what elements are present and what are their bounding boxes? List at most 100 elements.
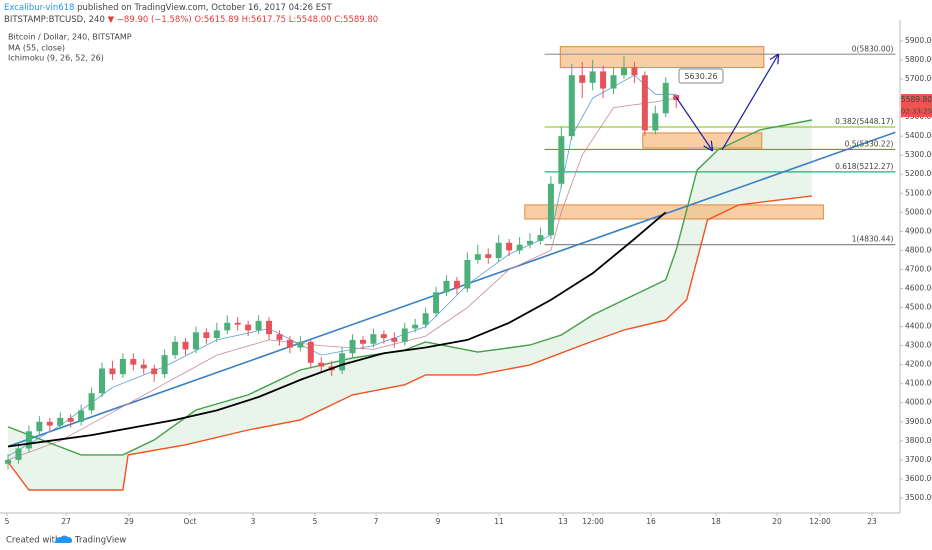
ichimoku-line <box>7 195 812 491</box>
logo <box>55 535 72 543</box>
candle-body <box>401 328 408 342</box>
candle-body <box>245 324 252 331</box>
candle-body <box>391 338 398 342</box>
fib-label: 0(5830.00) <box>852 44 894 53</box>
candle-body <box>255 320 262 331</box>
candle-body <box>579 75 586 83</box>
candle-body <box>36 421 43 432</box>
candle-body <box>339 353 346 371</box>
candle-body <box>140 364 147 369</box>
candle-body <box>433 292 440 314</box>
candle-body <box>172 341 179 356</box>
x-tick-label: 12:00 <box>582 517 604 526</box>
candle-body <box>286 339 293 348</box>
y-tick-label: 3800.00 <box>905 436 932 445</box>
fib-label: 1(4830.44) <box>852 235 894 244</box>
plot <box>5 46 896 491</box>
candle-body <box>547 183 554 236</box>
ma-legend: MA (55, close) <box>8 44 65 53</box>
candle-body <box>88 393 95 411</box>
y-tick-label: 4200.00 <box>905 360 932 369</box>
candle-body <box>182 341 189 350</box>
candle-body <box>307 341 314 363</box>
fib-label: 0.5(5330.22) <box>845 139 894 148</box>
candle-body <box>213 330 220 339</box>
callout-box <box>678 68 724 84</box>
last-price-label: 5589.80 <box>901 95 932 104</box>
candle-body <box>119 358 126 375</box>
candle-body <box>485 254 492 259</box>
header-line: Excalibur-vin618 published on TradingVie… <box>4 3 333 13</box>
y-tick-label: 5900.00 <box>905 36 932 45</box>
candle-body <box>192 332 199 350</box>
y-tick-label: 5300.00 <box>905 150 932 159</box>
candle-body <box>631 67 638 76</box>
candle-body <box>422 313 429 325</box>
x-tick-label: 7 <box>374 517 379 526</box>
trend-line <box>7 131 896 448</box>
candle-body <box>443 280 450 293</box>
candle-body <box>464 259 471 289</box>
y-tick-label: 4000.00 <box>905 398 932 407</box>
y-tick-label: 4900.00 <box>905 226 932 235</box>
x-tick-label: 9 <box>436 517 441 526</box>
candle-body <box>15 448 22 460</box>
y-tick-label: 4400.00 <box>905 322 932 331</box>
candle-body <box>662 82 669 114</box>
candle-body <box>234 322 241 325</box>
x-tick-label: 11 <box>494 517 504 526</box>
x-tick-label: 3 <box>251 517 256 526</box>
fib-label: 0.618(5212.27) <box>835 162 893 171</box>
footer-brand[interactable]: TradingView <box>74 536 126 546</box>
y-tick-label: 3900.00 <box>905 417 932 426</box>
countdown: 02:33:25 <box>901 108 932 116</box>
candle-body <box>98 368 105 394</box>
zone <box>524 204 824 220</box>
candle-body <box>203 332 210 339</box>
candle-body <box>537 235 544 241</box>
candle-body <box>266 320 273 335</box>
x-tick-label: 12:00 <box>809 517 831 526</box>
candle-body <box>224 322 231 331</box>
candle-body <box>109 368 116 375</box>
arrow <box>675 96 712 150</box>
chart-title: Bitcoin / Dollar, 240, BITSTAMP <box>8 33 132 42</box>
candle-body <box>25 431 32 449</box>
candle-body <box>600 71 607 89</box>
candle-body <box>453 280 460 289</box>
candle-body <box>558 136 565 184</box>
candle-body <box>610 75 617 89</box>
candle-body <box>506 242 513 251</box>
symbol: BITSTAMP:BTCUSD, 240 <box>4 15 105 25</box>
candle-body <box>297 341 304 348</box>
y-tick-label: 3500.00 <box>905 493 932 502</box>
x-tick-label: 27 <box>61 517 71 526</box>
x-tick-label: 20 <box>772 517 782 526</box>
zone <box>642 132 763 149</box>
x-tick-label: 29 <box>124 517 134 526</box>
arrow <box>721 55 778 151</box>
candle-body <box>652 113 659 131</box>
ichimoku-line <box>7 119 813 456</box>
candle-body <box>349 339 356 354</box>
x-tick-label: Oct <box>184 517 197 526</box>
candle-body <box>370 334 377 344</box>
ichimoku-legend: Ichimoku (9, 26, 52, 26) <box>8 54 104 63</box>
y-tick-label: 4300.00 <box>905 341 932 350</box>
author[interactable]: Excalibur-vin618 <box>4 3 74 13</box>
zone <box>559 46 765 69</box>
y-tick-label: 5100.00 <box>905 188 932 197</box>
candle-body <box>318 362 325 367</box>
footer-created: Created with <box>6 536 60 546</box>
candle-body <box>276 334 283 340</box>
candle-body <box>495 242 502 259</box>
y-tick-label: 4100.00 <box>905 379 932 388</box>
countdown-box <box>901 106 932 118</box>
fib-label: 0.382(5448.17) <box>835 117 893 126</box>
candle-body <box>67 417 74 422</box>
ohlc: O:5615.89 H:5617.75 L:5548.00 C:5589.80 <box>194 15 378 25</box>
candle-body <box>568 75 575 137</box>
candle-body <box>78 410 85 422</box>
y-tick-label: 5800.00 <box>905 55 932 64</box>
candle-body <box>412 324 419 329</box>
